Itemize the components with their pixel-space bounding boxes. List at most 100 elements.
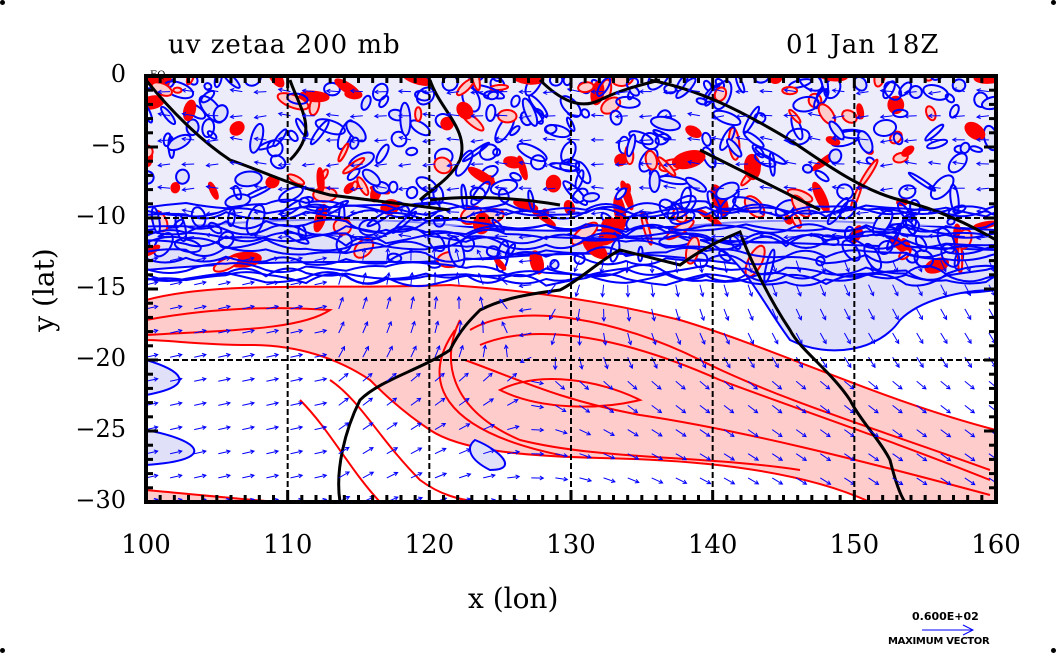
wind-vector bbox=[350, 90, 363, 93]
wind-vector bbox=[206, 211, 219, 215]
wind-vector bbox=[338, 273, 343, 285]
wind-vector bbox=[916, 284, 923, 296]
wind-vector bbox=[964, 356, 972, 368]
wind-vector-head bbox=[869, 267, 874, 273]
wind-vector-head bbox=[735, 114, 740, 119]
wind-vector-head bbox=[942, 291, 947, 297]
wind-vector bbox=[495, 186, 508, 189]
wind-vector bbox=[482, 424, 495, 431]
wind-vector-head bbox=[298, 304, 304, 310]
wind-vector bbox=[169, 329, 182, 334]
negative-vorticity-cell bbox=[926, 138, 949, 150]
wind-vector bbox=[386, 422, 398, 431]
wind-vector-head bbox=[779, 505, 783, 508]
wind-vector-head bbox=[454, 247, 460, 254]
negative-vorticity-cell bbox=[509, 125, 521, 137]
wind-vector-head bbox=[417, 472, 423, 477]
wind-vector bbox=[699, 429, 711, 437]
wind-vector bbox=[567, 113, 580, 117]
wind-vector bbox=[808, 113, 821, 117]
wind-vector-head bbox=[301, 88, 307, 94]
wind-vector-head bbox=[431, 247, 437, 253]
wind-vector bbox=[928, 235, 941, 237]
wind-vector bbox=[194, 426, 207, 431]
wind-vector-head bbox=[539, 475, 545, 481]
wind-vector-head bbox=[899, 505, 903, 509]
negative-vorticity-cell bbox=[828, 148, 843, 164]
wind-vector-head bbox=[807, 111, 813, 117]
wind-vector-head bbox=[421, 185, 427, 191]
wind-vector-head bbox=[201, 304, 207, 310]
wind-vector-head bbox=[439, 372, 445, 378]
wind-vector-head bbox=[614, 211, 620, 217]
wind-vector bbox=[723, 405, 734, 414]
positive-vorticity-cell bbox=[433, 156, 453, 175]
negative-vorticity-cell bbox=[420, 196, 441, 206]
wind-vector-head bbox=[422, 162, 427, 168]
wind-vector bbox=[600, 260, 605, 273]
wind-vector bbox=[519, 308, 532, 312]
wind-vector-head bbox=[373, 162, 379, 168]
wind-vector-head bbox=[455, 271, 461, 277]
wind-vector bbox=[964, 284, 971, 296]
wind-vector bbox=[747, 429, 759, 437]
wind-vector-head bbox=[322, 280, 328, 286]
wind-vector bbox=[218, 329, 231, 334]
wind-vector bbox=[458, 423, 470, 431]
wind-vector-head bbox=[548, 315, 554, 321]
negative-vorticity-cell bbox=[948, 103, 960, 119]
y-tick-label: −25 bbox=[75, 415, 126, 443]
wind-vector-head bbox=[545, 264, 551, 270]
wind-vector bbox=[843, 260, 850, 272]
positive-vorticity-cell bbox=[456, 101, 474, 120]
wind-vector-head bbox=[153, 256, 159, 261]
wind-vector-head bbox=[415, 372, 421, 378]
wind-vector bbox=[290, 378, 303, 382]
wind-vector-head bbox=[903, 160, 909, 165]
wind-vector bbox=[699, 260, 703, 273]
wind-vector bbox=[627, 429, 639, 437]
wind-vector-head bbox=[494, 112, 500, 118]
wind-vector bbox=[314, 329, 327, 334]
wind-vector-head bbox=[922, 408, 927, 414]
x-axis-label: x (lon) bbox=[468, 582, 559, 615]
wind-vector bbox=[964, 308, 972, 320]
wind-vector bbox=[843, 356, 852, 368]
wind-vector-head bbox=[803, 505, 807, 508]
wind-vector-head bbox=[879, 163, 885, 168]
negative-vorticity-contour bbox=[146, 244, 996, 259]
wind-vector bbox=[615, 115, 628, 118]
wind-vector-head bbox=[476, 249, 482, 255]
wind-vector bbox=[447, 211, 460, 213]
negative-vorticity-cell bbox=[200, 89, 216, 104]
wind-vector bbox=[218, 426, 231, 431]
wind-vector bbox=[374, 163, 387, 166]
wind-vector-head bbox=[343, 372, 349, 378]
wind-vector-head bbox=[807, 135, 813, 141]
wind-vector-head bbox=[783, 210, 789, 216]
wind-vector-head bbox=[177, 425, 183, 430]
wind-vector bbox=[242, 257, 255, 262]
wind-vector-head bbox=[542, 113, 548, 119]
negative-vorticity-cell bbox=[652, 129, 672, 141]
wind-vector-head bbox=[385, 247, 391, 253]
wind-vector bbox=[771, 284, 777, 297]
wind-vector bbox=[615, 236, 628, 240]
wind-vector-head bbox=[250, 304, 256, 310]
wind-vector-head bbox=[464, 397, 470, 403]
wind-vector bbox=[940, 356, 948, 368]
wind-vector bbox=[880, 163, 893, 167]
wind-vector bbox=[784, 161, 797, 165]
positive-vorticity-cell bbox=[207, 181, 219, 200]
wind-vector bbox=[904, 187, 917, 190]
vector-legend-magnitude: 0.600E+02 bbox=[912, 610, 979, 623]
wind-vector-head bbox=[274, 280, 280, 286]
wind-vector-head bbox=[408, 247, 414, 253]
wind-vector-head bbox=[778, 480, 784, 485]
negative-vorticity-cell bbox=[828, 120, 845, 141]
wind-vector bbox=[808, 187, 821, 191]
wind-vector bbox=[458, 345, 464, 358]
wind-vector-head bbox=[801, 408, 807, 414]
wind-vector-head bbox=[831, 210, 837, 216]
wind-vector-head bbox=[927, 160, 933, 166]
